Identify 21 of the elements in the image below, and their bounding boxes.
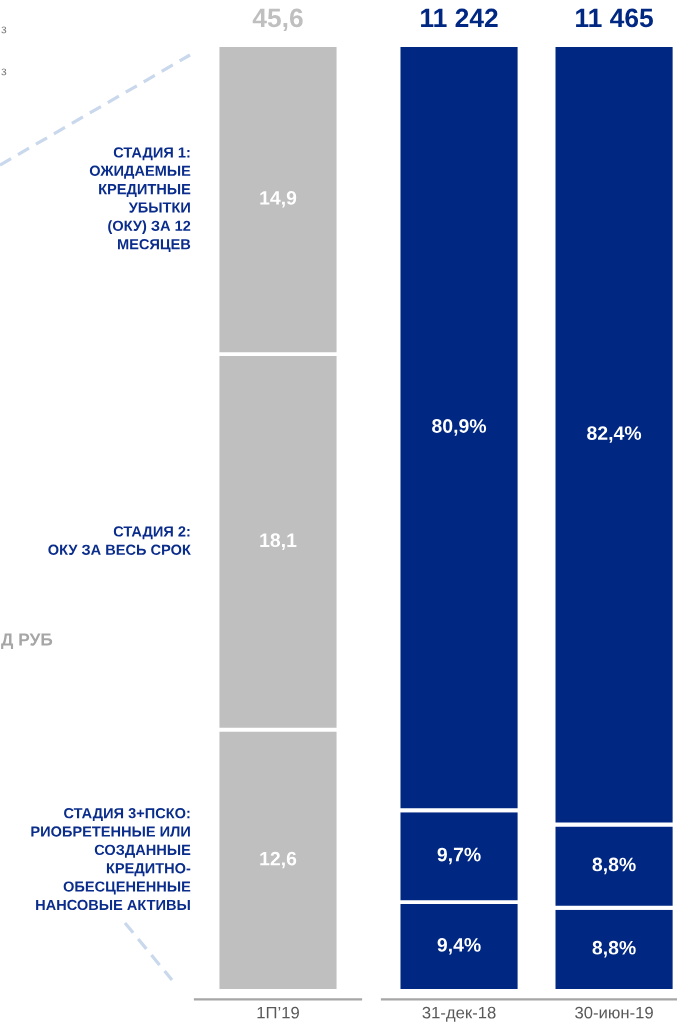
data-label: 18,1 [260, 533, 297, 550]
data-label: 8,8% [592, 940, 636, 958]
text: з [1, 26, 7, 34]
annotation: 11 465 [576, 8, 653, 28]
x-tick-label: 31-дек-18 [422, 1006, 496, 1022]
x-tick-label: 1П’19 [257, 1006, 299, 1019]
text: Д РУБ [1, 633, 53, 649]
x-tick-label: 30-июн-19 [575, 1006, 653, 1019]
total-label: 45,6 [252, 8, 303, 32]
data-label: 8,8% [592, 857, 636, 875]
data-label: 14,9 [260, 191, 297, 208]
data-label: 9,4% [437, 937, 481, 955]
series-label: СТАДИЯ 3+ПСКО: РИОБРЕТЕННЫЕ ИЛИ СОЗДАННЫЕ КРЕДИТНО- ОБЕСЦЕНЕННЫЕ НАНСОВЫЕ АКТИВЫ [31, 808, 191, 911]
series-label: СТАДИЯ 2: ОКУ ЗА ВЕСЬ СРОК [48, 526, 191, 555]
data-label: 12,6 [260, 851, 297, 869]
series-label: СТАДИЯ 1: ОЖИДАЕМЫЕ КРЕДИТНЫЕ УБЫТКИ (ОКУ) ЗА 12 МЕСЯЦЕВ [89, 147, 191, 253]
data-label: 9,7% [437, 847, 481, 865]
annotation: 11 242 [421, 8, 498, 28]
data-label: 82,4% [587, 426, 642, 443]
text: з [1, 68, 7, 76]
data-label: 80,9% [432, 419, 487, 436]
